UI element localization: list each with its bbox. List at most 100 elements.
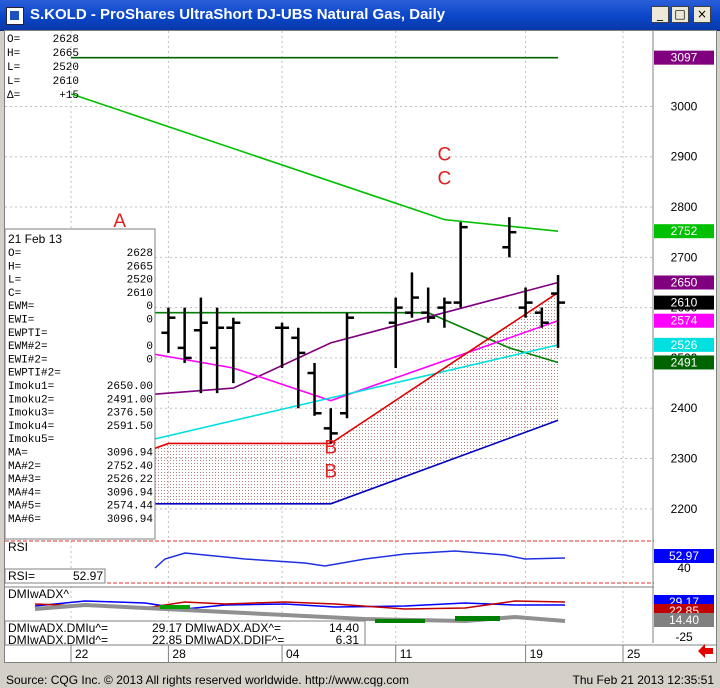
data-window-key: Imoku2= [8,394,54,406]
wave-annotation-C: C [438,168,452,189]
ohlc-box-key: L= [7,62,20,74]
ohlc-bar [323,408,338,444]
data-window-key: EWI#2= [8,354,48,366]
price-tag-text: 2752 [671,224,698,238]
y-tick-label: 2800 [671,200,698,214]
rsi-label: RSI [8,540,28,554]
price-chart-svg[interactable]: 220023002400250026002700280029003000AABB… [4,31,716,662]
ohlc-bar [161,307,176,353]
ddif-bar-pos [160,605,190,609]
dmi-readout-bg [4,620,366,646]
ohlc-bar [193,297,208,394]
data-window-value: 0 [146,301,153,313]
price-tag-bg [654,337,714,352]
data-window-key: MA#5= [8,501,41,513]
dmi-tag-text: 14.40 [669,613,699,627]
data-window-key: Imoku4= [8,421,54,433]
price-tag: 2574 [654,313,714,328]
ohlc-bar [518,287,533,318]
ddif-bar-pos-3 [455,616,500,621]
maximize-button[interactable]: □ [671,6,689,23]
ohlc-bar [291,327,306,409]
y-tick-label: 3000 [671,99,698,113]
series-line-7 [71,419,559,505]
ddif-bar-pos-2 [375,619,425,623]
data-window-key: MA#2= [8,461,41,473]
data-window-key: L= [8,275,21,287]
data-window-value: 2574.44 [107,501,154,513]
y-tick-label: 2300 [671,452,698,466]
status-bar: Source: CQG Inc. © 2013 All rights reser… [0,672,720,688]
price-tag-bg [654,295,714,310]
price-tag: 2752 [654,224,714,239]
close-button[interactable]: × [693,6,711,23]
window-title: S.KOLD - ProShares UltraShort DJ-UBS Nat… [30,6,446,23]
dmi-readout-key: DMIwADX.DMIu^= [8,621,108,635]
price-tag-text: 2491 [671,355,698,369]
price-tag-bg [654,275,714,290]
ohlc-box-value: +15 [59,90,79,102]
data-window-value: 3096.94 [107,487,154,499]
ohlc-box-key: L= [7,76,20,88]
rsi-tag-bg [654,549,714,563]
data-window-value: 0 [146,315,153,327]
dmi-readout-value: 14.40 [329,621,359,635]
price-tag-text: 3097 [671,51,698,65]
wave-annotation-A: A [113,211,126,232]
data-window-key: EWPTI#2= [8,368,61,380]
ohlc-bar [453,222,468,308]
data-window-value: 3096.94 [107,514,154,526]
ohlc-box-key: H= [7,48,20,60]
dmi-readout-value: 6.31 [336,633,360,647]
timestamp-text: Thu Feb 21 2013 12:35:51 [572,673,714,687]
price-tag: 2491 [654,355,714,370]
scroll-arrow-icon [698,644,713,658]
ohlc-bar [502,217,517,258]
x-tick-label: 04 [286,647,300,661]
data-window-value: 2591.50 [107,421,153,433]
ohlc-box-value: 2628 [53,34,79,46]
price-tag-text: 2650 [671,275,698,289]
y-tick-label: 2200 [671,502,698,516]
dmi-readout-value: 22.85 [152,633,182,647]
x-tick-label: 22 [75,647,89,661]
series-line-4 [103,319,559,402]
price-tag: 2610 [654,295,714,310]
ichimoku-cloud [71,292,559,504]
data-window-key: MA#6= [8,514,41,526]
data-window-value: 2752.40 [107,461,153,473]
x-tick-label: 19 [530,647,544,661]
x-tick-label: 28 [172,647,186,661]
data-window: 21 Feb 13 O= 2628 H= 2665 L= 2520 C= 2610 EWM= 0 EW… [4,228,156,540]
y-tick-label: 2400 [671,401,698,415]
chart-area[interactable]: 220023002400250026002700280029003000AABB… [4,30,717,663]
data-window-key: EWM= [8,301,34,313]
dmi-plus-line [34,600,565,610]
minimize-button[interactable]: _ [651,6,669,23]
data-window-key: Imoku3= [8,408,54,420]
rsi-tag-text: 52.97 [669,549,699,563]
data-window-key: O= [8,248,21,260]
data-window-key: H= [8,261,21,273]
y-tick-label: 2900 [671,150,698,164]
ohlc-box-value: 2520 [53,62,79,74]
ohlc-box-key: Δ= [7,90,20,102]
ohlc-box-value: 2610 [53,76,79,88]
ohlc-bar [275,322,290,368]
price-tag-bg [654,313,714,328]
dmi-readout-key: DMIwADX.ADX^= [185,621,281,635]
ohlc-bar [404,272,419,318]
dmi-label: DMIwADX^ [8,587,69,601]
data-window-value: 2526.22 [107,474,153,486]
data-window-key: C= [8,288,21,300]
price-tag: 2650 [654,275,714,290]
data-window-value: 2628 [127,248,153,260]
price-tag-bg [654,224,714,239]
data-window-key: MA#3= [8,474,41,486]
dmi-tag-bg [654,613,714,627]
series-line-1 [70,93,559,232]
rsi-readout-bg [4,568,106,584]
ohlc-bar [340,312,354,419]
dmi-readout-value: 29.17 [152,621,182,635]
data-window-value: 0 [146,341,153,353]
